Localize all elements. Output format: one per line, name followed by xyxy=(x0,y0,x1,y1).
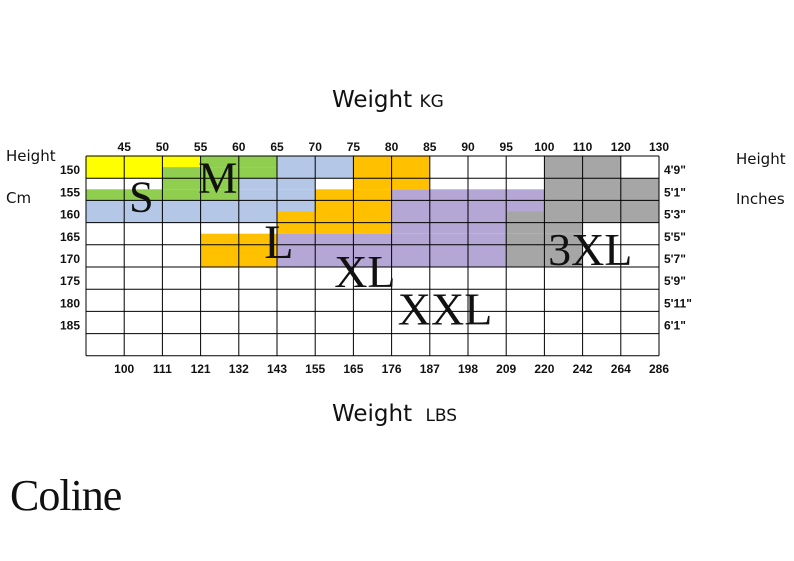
kg-tick-label: 65 xyxy=(270,140,284,154)
bottom-axis-title: Weight LBS xyxy=(332,401,457,427)
kg-tick-label: 60 xyxy=(232,140,246,154)
lbs-tick-label: 111 xyxy=(153,362,172,376)
region-m-1 xyxy=(162,167,277,179)
chart-grid xyxy=(85,155,660,357)
inch-tick-label: 5'7" xyxy=(664,252,686,266)
cm-tick-label: 180 xyxy=(60,296,80,310)
size-label-xl: XL xyxy=(334,246,395,297)
size-label-3xl: 3XL xyxy=(548,224,632,275)
kg-tick-label: 110 xyxy=(573,140,593,154)
kg-tick-label: 100 xyxy=(534,140,554,154)
size-label-l: L xyxy=(264,216,293,269)
region-xl-3 xyxy=(277,222,392,234)
region-3xl-1 xyxy=(544,178,659,212)
lbs-tick-label: 220 xyxy=(534,362,554,376)
size-label-xxl: XXL xyxy=(398,284,493,335)
lbs-tick-label: 132 xyxy=(229,362,249,376)
region-xxl-1 xyxy=(391,222,507,234)
cm-tick-label: 165 xyxy=(60,230,80,244)
inch-tick-label: 6'1" xyxy=(664,319,686,333)
size-label-m: M xyxy=(198,154,237,203)
kg-tick-label: 75 xyxy=(347,140,361,154)
left-unit-label: Cm xyxy=(6,189,32,207)
cm-tick-label: 175 xyxy=(60,274,80,288)
lbs-tick-label: 155 xyxy=(305,362,325,376)
kg-tick-label: 90 xyxy=(461,140,475,154)
lbs-tick-label: 165 xyxy=(343,362,363,376)
top-axis-title-main: Weight xyxy=(332,87,413,113)
kg-tick-label: 50 xyxy=(156,140,170,154)
right-unit-label: Inches xyxy=(736,190,785,208)
region-xl-2 xyxy=(277,211,392,223)
bottom-axis-title-unit: LBS xyxy=(425,406,458,426)
tick-labels: 45 50 55 60 65 70 75 80 85 90 95 100 110 120 130 100 111… xyxy=(60,140,692,376)
inch-tick-label: 4'9" xyxy=(664,163,686,177)
region-s-0 xyxy=(86,156,201,168)
kg-tick-label: 120 xyxy=(611,140,631,154)
kg-tick-label: 95 xyxy=(500,140,514,154)
kg-tick-label: 85 xyxy=(423,140,437,154)
coline-logo: Coline xyxy=(10,470,122,521)
cm-tick-label: 150 xyxy=(60,163,80,177)
lbs-tick-label: 242 xyxy=(573,362,593,376)
cm-tick-label: 170 xyxy=(60,252,80,266)
kg-tick-label: 55 xyxy=(194,140,208,154)
lbs-tick-label: 187 xyxy=(420,362,440,376)
inch-tick-label: 5'3" xyxy=(664,208,686,222)
kg-tick-label: 130 xyxy=(649,140,669,154)
lbs-tick-label: 198 xyxy=(458,362,478,376)
cm-tick-label: 160 xyxy=(60,208,80,222)
left-height-label: Height xyxy=(6,147,56,165)
inch-tick-label: 5'1" xyxy=(664,185,686,199)
right-height-label: Height xyxy=(736,150,786,168)
lbs-tick-label: 264 xyxy=(611,362,631,376)
kg-tick-label: 45 xyxy=(118,140,132,154)
region-l-4 xyxy=(86,211,277,223)
top-axis-title: Weight KG xyxy=(332,87,444,113)
lbs-tick-label: 143 xyxy=(267,362,287,376)
cm-tick-label: 185 xyxy=(60,319,80,333)
lbs-tick-label: 121 xyxy=(191,362,211,376)
logo-text: Coline xyxy=(10,471,122,520)
lbs-tick-label: 100 xyxy=(114,362,134,376)
inch-tick-label: 5'5" xyxy=(664,230,686,244)
inch-tick-label: 5'11" xyxy=(664,296,692,310)
inch-tick-label: 5'9" xyxy=(664,274,686,288)
top-axis-title-unit: KG xyxy=(419,92,444,112)
lbs-tick-label: 286 xyxy=(649,362,669,376)
cm-tick-label: 155 xyxy=(60,185,80,199)
size-label-s: S xyxy=(129,173,153,222)
kg-tick-label: 70 xyxy=(309,140,323,154)
bottom-axis-title-main: Weight xyxy=(332,401,413,427)
lbs-tick-label: 209 xyxy=(496,362,516,376)
kg-tick-label: 80 xyxy=(385,140,399,154)
lbs-tick-label: 176 xyxy=(382,362,402,376)
